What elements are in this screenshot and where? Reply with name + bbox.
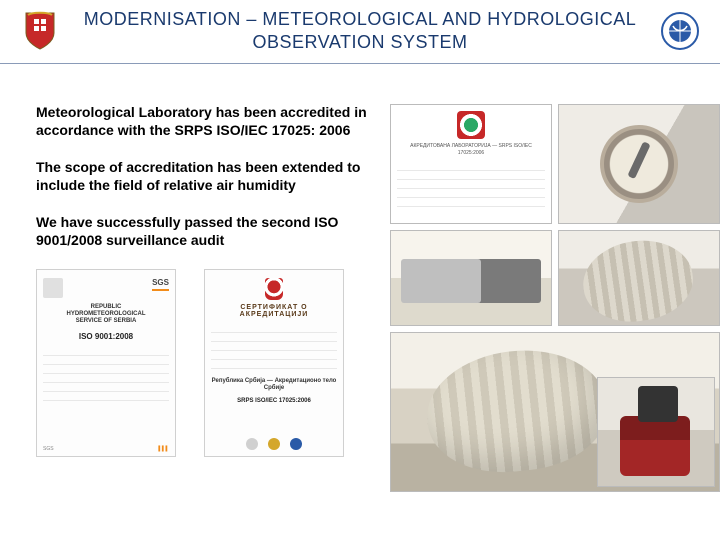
cert-org: REPUBLIC HYDROMETEOROLOGICAL SERVICE OF … [43,304,169,326]
cert-standard: ISO 9001:2008 [43,332,169,341]
title-line-2: OBSERVATION SYSTEM [70,31,650,54]
serbia-coat-of-arms-icon [20,11,60,51]
text-column: Meteorological Laboratory has been accre… [36,104,384,492]
cert-emblem-icon [43,278,63,298]
paragraph-accreditation: Meteorological Laboratory has been accre… [36,104,384,139]
rhmz-logo-icon [660,11,700,51]
slide-title: MODERNISATION – METEOROLOGICAL AND HYDRO… [70,8,650,53]
cert2-heading: СЕРТИФИКАТ О АКРЕДИТАЦИЈИ [211,304,337,318]
cert2-body: Република Србија — Акредитационо тело Ср… [211,378,337,392]
slide-header: MODERNISATION – METEOROLOGICAL AND HYDRO… [0,0,720,59]
sgs-brand: SGS [152,278,169,291]
accred-doc-text: АКРЕДИТОВАНА ЛАБОРАТОРИЈА — SRPS ISO/IEC… [397,143,545,156]
certificate-sgs-iso9001: SGS REPUBLIC HYDROMETEOROLOGICAL SERVICE… [36,269,176,457]
certificate-ats-accreditation: СЕРТИФИКАТ О АКРЕДИТАЦИЈИ Република Срби… [204,269,344,457]
cert-footer: SGS ▌▌▌ [43,446,169,452]
paragraph-audit: We have successfully passed the second I… [36,214,384,249]
title-line-1: MODERNISATION – METEOROLOGICAL AND HYDRO… [70,8,650,31]
photo-antenna-closeup [558,230,720,326]
telescope-emblem-icon [600,125,678,203]
photo-instrument-red-case [597,377,715,487]
photo-calibration-equipment [390,230,552,326]
cert-body-lines [43,347,169,407]
slide-body: Meteorological Laboratory has been accre… [0,64,720,492]
photo-grid: АКРЕДИТОВАНА ЛАБОРАТОРИЈА — SRPS ISO/IEC… [390,104,720,492]
cert2-footer-seals [205,438,343,450]
ats-badge-icon [457,111,485,139]
photo-accreditation-certificate: АКРЕДИТОВАНА ЛАБОРАТОРИЈА — SRPS ISO/IEC… [390,104,552,224]
photo-laboratory-sign [558,104,720,224]
cert2-body-lines [211,324,337,374]
serbia-emblem-icon [265,278,283,300]
certificate-row: SGS REPUBLIC HYDROMETEOROLOGICAL SERVICE… [36,269,384,457]
photo-antenna-room [390,332,720,492]
paragraph-scope: The scope of accreditation has been exte… [36,159,384,194]
cert2-std: SRPS ISO/IEC 17025:2006 [211,398,337,404]
